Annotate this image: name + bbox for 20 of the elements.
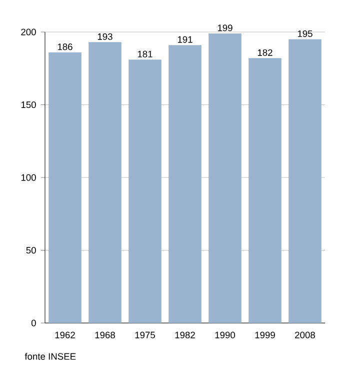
- data-label: 182: [258, 49, 272, 56]
- y-tick-label: 50: [26, 246, 36, 254]
- data-label: 186: [58, 44, 72, 50]
- x-tick-label: 2008: [295, 332, 315, 338]
- data-label: 193: [98, 33, 112, 40]
- source-note: fonte INSEE: [24, 352, 76, 360]
- y-tick-label: 100: [21, 174, 36, 181]
- x-tick-label: 1962: [55, 332, 75, 338]
- x-tick-label: 1990: [215, 332, 236, 338]
- data-label: 191: [178, 36, 192, 43]
- x-tick-label: 1999: [255, 332, 275, 338]
- data-label: 199: [218, 24, 232, 32]
- y-tick-label: 200: [21, 28, 36, 36]
- y-tick-label: 150: [21, 101, 36, 108]
- data-label: 195: [298, 30, 312, 37]
- data-label: 181: [138, 50, 152, 58]
- x-tick-label: 1982: [175, 332, 195, 338]
- y-tick-label: 0: [31, 320, 36, 326]
- x-tick-label: 1968: [95, 332, 115, 338]
- x-tick-label: 1975: [135, 332, 155, 338]
